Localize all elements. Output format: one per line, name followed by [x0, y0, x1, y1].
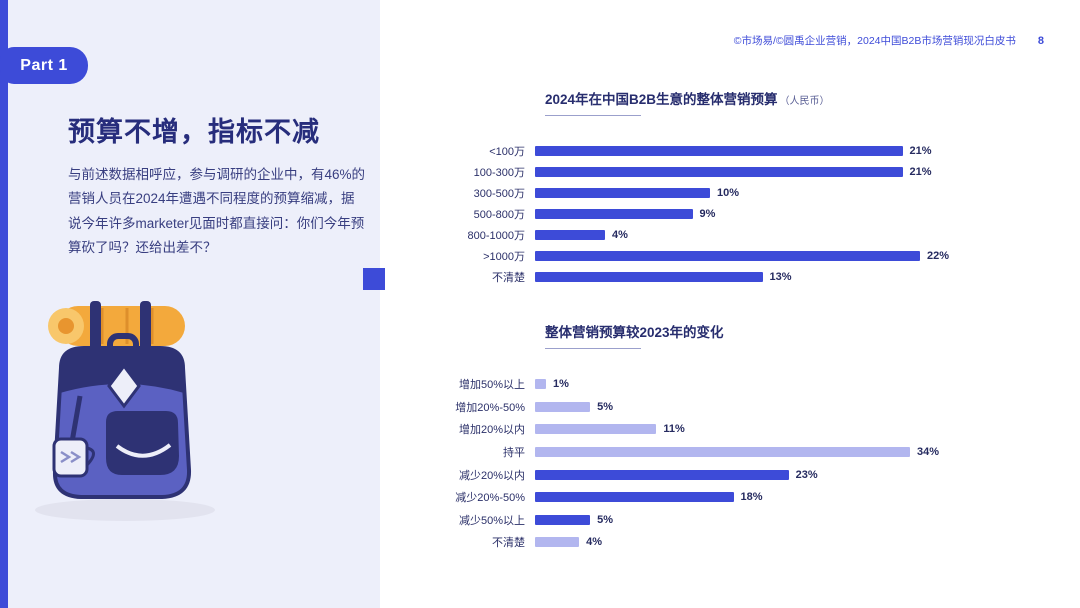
bar-value: 5% — [597, 513, 614, 526]
bar-label: >1000万 — [483, 250, 525, 263]
chart-row: 300-500万 10% — [450, 182, 1065, 203]
left-panel: 预算不增，指标不减 与前述数据相呼应，参与调研的企业中，有46%的营销人员在20… — [8, 0, 385, 608]
bar-label: 增加20%-50% — [455, 401, 525, 414]
bar — [535, 379, 547, 390]
bar-value: 4% — [612, 228, 628, 241]
decorative-square — [363, 268, 385, 290]
chart-row: 持平 34% — [450, 441, 1065, 464]
bar-label: 500-800万 — [473, 208, 525, 221]
bar — [535, 271, 763, 282]
bar-value: 21% — [909, 144, 932, 157]
bar-value: 18% — [740, 491, 763, 504]
left-accent-strip — [0, 0, 8, 608]
credit-text: ©市场易/©圆禹企业营销，2024中国B2B市场营销现况白皮书 — [733, 35, 1016, 47]
bar — [535, 514, 591, 525]
chart-row: 500-800万 9% — [450, 203, 1065, 224]
chart-row: 增加50%以上 1% — [450, 373, 1065, 396]
bar — [535, 469, 789, 480]
bar-value: 1% — [553, 378, 569, 391]
bar-value: 22% — [927, 249, 950, 262]
chart-row: 不清楚 13% — [450, 266, 1065, 287]
chart-row: >1000万 22% — [450, 245, 1065, 266]
bar-label: <100万 — [489, 145, 525, 158]
bar — [535, 145, 903, 156]
chart-row: 减少20%以内 23% — [450, 463, 1065, 486]
bar-value: 9% — [699, 207, 716, 220]
bar-value: 5% — [597, 400, 614, 413]
bar-label: 增加50%以上 — [458, 379, 525, 392]
bar — [535, 537, 580, 548]
bar — [535, 166, 903, 177]
part-badge: Part 1 — [0, 47, 88, 84]
chart-row: 减少20%-50% 18% — [450, 486, 1065, 509]
bar-label: 减少20%-50% — [455, 492, 525, 505]
chart-row: 100-300万 21% — [450, 161, 1065, 182]
bar — [535, 250, 920, 261]
bar-value: 34% — [917, 446, 940, 459]
bar-label: 减少20%以内 — [458, 469, 525, 482]
title-underline — [545, 348, 641, 349]
bar-label: 300-500万 — [473, 187, 525, 200]
page-header: ©市场易/©圆禹企业营销，2024中国B2B市场营销现况白皮书 8 — [734, 33, 1044, 48]
charts-area: 2024年在中国B2B生意的整体营销预算 （人民币） <100万 21% 100-30… — [450, 88, 1065, 554]
bar-label: 800-1000万 — [467, 229, 526, 242]
chart-title-text: 2024年在中国B2B生意的整体营销预算 — [545, 92, 778, 107]
page-number: 8 — [1037, 34, 1044, 47]
bar — [535, 208, 693, 219]
chart-row: 增加20%以内 11% — [450, 418, 1065, 441]
chart-rows: <100万 21% 100-300万 21% 300-500万 10% 500-800万 9%… — [450, 140, 1065, 287]
chart-budget-change-vs-2023: 整体营销预算较2023年的变化 增加50%以上 1% 增加20%-50% 5% 增加20… — [450, 321, 1065, 554]
bar-label: 持平 — [503, 447, 525, 460]
page-title: 预算不增，指标不减 — [68, 117, 320, 147]
bar — [535, 229, 605, 240]
bar-label: 不清楚 — [492, 271, 525, 284]
chart-row: 减少50%以上 5% — [450, 509, 1065, 532]
chart-rows: 增加50%以上 1% 增加20%-50% 5% 增加20%以内 11% 持平 34% 减少20%… — [450, 373, 1065, 554]
bar-value: 10% — [717, 186, 740, 199]
bar-label: 减少50%以上 — [458, 514, 525, 527]
chart-title: 整体营销预算较2023年的变化 — [545, 321, 1065, 349]
bar — [535, 187, 710, 198]
bar-label: 不清楚 — [492, 537, 525, 550]
title-underline — [545, 115, 641, 116]
bar-label: 100-300万 — [473, 166, 525, 179]
bar — [535, 401, 591, 412]
chart-row: 不清楚 4% — [450, 531, 1065, 554]
chart-title-text: 整体营销预算较2023年的变化 — [545, 325, 724, 340]
chart-marketing-budget-2024: 2024年在中国B2B生意的整体营销预算 （人民币） <100万 21% 100-30… — [450, 88, 1065, 287]
chart-row: <100万 21% — [450, 140, 1065, 161]
bar-value: 13% — [769, 270, 792, 283]
bar-label: 增加20%以内 — [458, 424, 525, 437]
backpack-svg — [35, 301, 215, 521]
chart-title: 2024年在中国B2B生意的整体营销预算 （人民币） — [545, 88, 1065, 116]
bar — [535, 424, 657, 435]
bar — [535, 492, 734, 503]
bar-value: 23% — [795, 468, 818, 481]
chart-title-suffix: （人民币） — [779, 96, 830, 107]
body-text: 与前述数据相呼应，参与调研的企业中，有46%的营销人员在2024年遭遇不同程度的… — [68, 167, 366, 255]
bar — [535, 447, 910, 458]
chart-row: 增加20%-50% 5% — [450, 396, 1065, 419]
bar-value: 4% — [586, 536, 603, 549]
bar-value: 21% — [909, 165, 932, 178]
chart-row: 800-1000万 4% — [450, 224, 1065, 245]
backpack-illustration — [20, 296, 230, 528]
bar-value: 11% — [663, 423, 685, 436]
